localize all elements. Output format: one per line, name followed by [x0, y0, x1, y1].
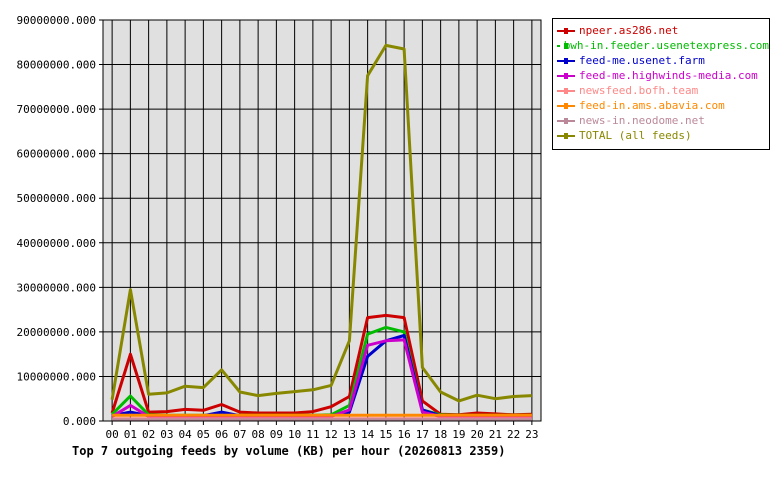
x-tick-label: 05 [197, 428, 210, 441]
legend-swatch [557, 57, 575, 64]
x-tick-label: 10 [288, 428, 301, 441]
x-tick-label: 00 [106, 428, 119, 441]
y-tick-label: 60000000.000 [17, 148, 96, 161]
legend-item: feed-me.usenet.farm [557, 53, 769, 68]
y-tick-label: 40000000.000 [17, 237, 96, 250]
legend-label: news-in.neodome.net [579, 114, 705, 127]
series-line [110, 43, 532, 403]
y-tick-label: 0.000 [63, 415, 96, 428]
legend-item: feed-me.highwinds-media.com [557, 68, 769, 83]
x-tick-label: 20 [471, 428, 484, 441]
legend-swatch [557, 42, 567, 49]
y-tick-label: 70000000.000 [17, 103, 96, 116]
x-tick-label: 02 [142, 428, 155, 441]
legend-label: npeer.as286.net [579, 24, 679, 37]
plot-area [103, 20, 541, 421]
x-axis-ticks: 00 01 02 03 04 05 06 07 08 09 10 11 12 13 14 15 16 17 18 19… [106, 428, 539, 441]
legend-label: feed-in.ams.abavia.com [579, 99, 725, 112]
legend-label: feed-me.highwinds-media.com [579, 69, 758, 82]
x-tick-label: 14 [361, 428, 375, 441]
x-tick-label: 13 [343, 428, 356, 441]
y-tick-label: 50000000.000 [17, 192, 96, 205]
legend-swatch [557, 27, 575, 34]
x-tick-label: 09 [270, 428, 283, 441]
y-tick-label: 80000000.000 [17, 59, 96, 72]
y-tick-label: 10000000.000 [17, 370, 96, 383]
legend-swatch [557, 117, 575, 124]
x-tick-label: 07 [233, 428, 246, 441]
x-tick-label: 23 [525, 428, 538, 441]
grid-lines [99, 19, 541, 425]
series-lines [110, 43, 532, 422]
legend-swatch [557, 72, 575, 79]
y-tick-label: 90000000.000 [17, 14, 96, 27]
x-tick-label: 11 [306, 428, 319, 441]
x-tick-label: 22 [507, 428, 520, 441]
legend-item: TOTAL (all feeds) [557, 128, 769, 143]
legend-item: feed-in.ams.abavia.com [557, 98, 769, 113]
y-axis-ticks: 0.000 10000000.000 20000000.000 30000000.00… [17, 14, 96, 428]
x-tick-label: 04 [179, 428, 193, 441]
legend-item: npeer.as286.net [557, 23, 769, 38]
x-tick-label: 12 [325, 428, 338, 441]
legend-label: TOTAL (all feeds) [579, 129, 692, 142]
x-tick-label: 01 [124, 428, 137, 441]
legend-label: newsfeed.bofh.team [579, 84, 699, 97]
x-tick-label: 03 [160, 428, 173, 441]
x-tick-label: 15 [379, 428, 392, 441]
x-tick-label: 16 [398, 428, 411, 441]
plot-frame [102, 19, 542, 422]
y-tick-label: 20000000.000 [17, 326, 96, 339]
legend-swatch [557, 102, 575, 109]
legend-label: feed-me.usenet.farm [579, 54, 705, 67]
legend-item: news-in.neodome.net [557, 113, 769, 128]
x-tick-label: 06 [215, 428, 228, 441]
y-tick-label: 30000000.000 [17, 281, 96, 294]
x-tick-label: 08 [252, 428, 265, 441]
legend-item: newsfeed.bofh.team [557, 83, 769, 98]
legend-label: bwh-in.feeder.usenetexpress.com [563, 39, 769, 52]
x-tick-label: 18 [434, 428, 447, 441]
legend-item: bwh-in.feeder.usenetexpress.com [557, 38, 769, 53]
legend: npeer.as286.net bwh-in.feeder.usenetexpre… [552, 18, 770, 150]
x-tick-label: 21 [489, 428, 502, 441]
legend-swatch [557, 87, 575, 94]
x-tick-label: 19 [452, 428, 465, 441]
legend-swatch [557, 132, 575, 139]
x-tick-label: 17 [416, 428, 429, 441]
chart-title: Top 7 outgoing feeds by volume (KB) per … [72, 444, 506, 458]
